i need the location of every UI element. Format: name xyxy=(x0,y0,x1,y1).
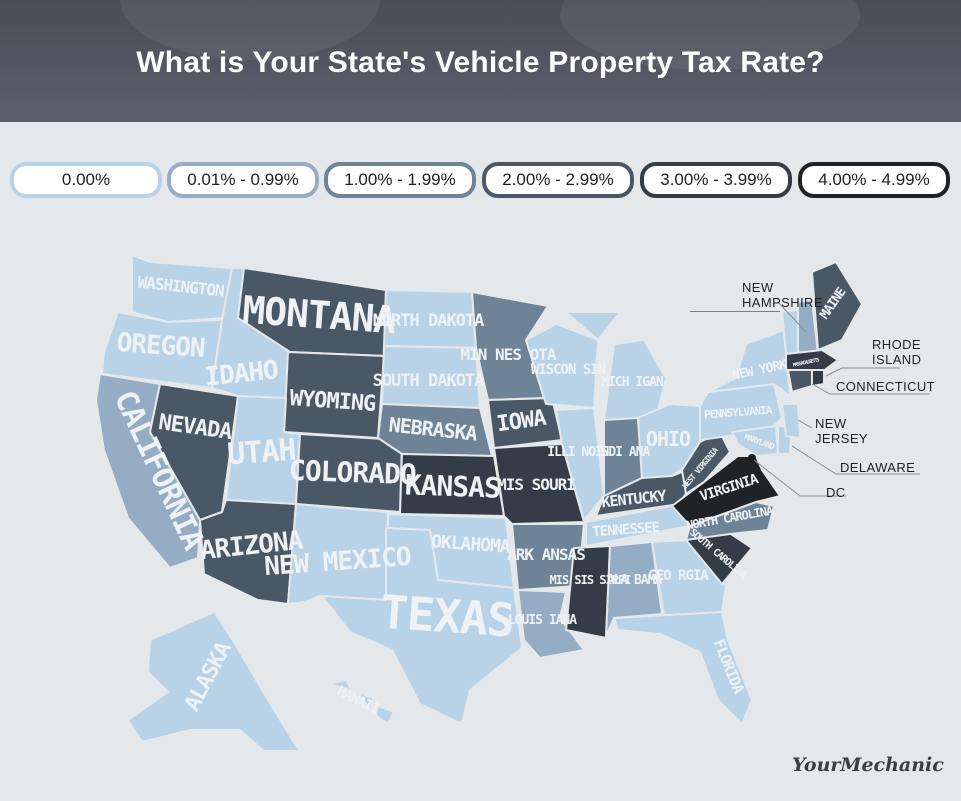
state-virginia xyxy=(671,455,781,527)
state-maine xyxy=(811,261,863,351)
label-hawaii: HAWAII xyxy=(334,683,382,717)
label-louisiana: LOUIS IANA xyxy=(508,613,577,628)
brand-logo: YourMechanic xyxy=(792,754,944,776)
leader-line-nj xyxy=(797,419,813,429)
legend-label: 0.00% xyxy=(61,170,111,189)
label-montana: MONTANA xyxy=(241,288,398,343)
state-vermont xyxy=(781,309,799,355)
label-texas: TEXAS xyxy=(379,584,516,647)
leader-line-ct xyxy=(811,383,930,395)
leader-line-nh xyxy=(777,301,807,333)
state-wisconsin xyxy=(525,323,599,409)
state-maryland xyxy=(731,425,779,457)
label-missouri: MIS SOURI xyxy=(497,475,575,494)
callout-rhode-island-text: RHODE ISLAND xyxy=(872,337,922,367)
label-tennessee: TENNESSEE xyxy=(592,520,660,541)
header-banner: What is Your State's Vehicle Property Ta… xyxy=(0,0,961,122)
state-georgia xyxy=(651,539,727,617)
label-indiana: INDI ANA xyxy=(595,445,651,460)
callout-rhode-island: RHODE ISLAND xyxy=(872,337,932,367)
callout-new-hampshire: NEW HAMPSHIRE xyxy=(742,280,823,310)
label-pennsylvania: PENNSYLVANIA xyxy=(704,404,774,422)
callout-dc-text: DC xyxy=(826,485,846,500)
legend-item-3: 2.00% - 2.99% xyxy=(482,162,634,198)
state-florida xyxy=(613,611,753,725)
state-hawaii xyxy=(327,679,395,725)
legend-item-0: 0.00% xyxy=(10,162,162,198)
state-massachusetts xyxy=(785,349,839,373)
label-utah: UTAH xyxy=(226,433,297,473)
label-north_dakota: NORTH DAKOTA xyxy=(373,311,485,331)
legend-label: 3.00% - 3.99% xyxy=(660,170,772,189)
state-texas xyxy=(321,527,523,725)
callout-dc: DC xyxy=(826,485,846,500)
legend-item-2: 1.00% - 1.99% xyxy=(324,162,476,198)
legend-item-5: 4.00% - 4.99% xyxy=(798,162,950,198)
leader-line-ri xyxy=(825,367,900,377)
callout-connecticut-text: CONNECTICUT xyxy=(836,379,936,394)
callout-connecticut: CONNECTICUT xyxy=(836,379,935,394)
label-wisconsin: WISCON SIN xyxy=(531,362,606,378)
label-alabama: ALA BAMA xyxy=(607,573,663,588)
state-mississippi xyxy=(565,545,611,639)
label-mississippi: MIS SIS SIPPI xyxy=(550,573,632,587)
callout-underline xyxy=(690,311,780,312)
state-connecticut xyxy=(787,369,813,393)
callout-new-jersey-text: NEW JERSEY xyxy=(815,416,868,446)
label-michigan: MICH IGAN xyxy=(601,375,664,390)
label-illinois: ILLI NOIS xyxy=(547,445,610,460)
label-minnesota: MIN NES OTA xyxy=(461,345,557,364)
label-georgia: GEO RGIA xyxy=(648,568,709,584)
page-title: What is Your State's Vehicle Property Ta… xyxy=(136,46,825,79)
leader-line-de xyxy=(791,445,920,475)
label-oregon: OREGON xyxy=(116,328,206,364)
label-wyoming: WYOMING xyxy=(289,386,377,417)
state-alaska xyxy=(127,611,300,750)
legend-item-4: 3.00% - 3.99% xyxy=(640,162,792,198)
callout-delaware: DELAWARE xyxy=(840,460,915,475)
legend-label: 0.01% - 0.99% xyxy=(187,170,299,189)
state-west_virginia xyxy=(681,431,731,495)
label-south_dakota: SOUTH DAKOTA xyxy=(373,371,485,391)
state-michigan xyxy=(565,311,667,421)
label-colorado: COLORADO xyxy=(288,454,416,491)
callout-delaware-text: DELAWARE xyxy=(840,460,916,475)
legend-label: 4.00% - 4.99% xyxy=(818,170,930,189)
leader-line-dc xyxy=(753,459,846,497)
legend-item-1: 0.01% - 0.99% xyxy=(167,162,319,198)
legend-label: 2.00% - 2.99% xyxy=(502,170,614,189)
state-new_jersey xyxy=(781,403,801,439)
us-map: WASHINGTON OREGON CALIFORNIA NEVADA IDAH… xyxy=(95,254,930,750)
legend-label: 1.00% - 1.99% xyxy=(344,170,456,189)
state-louisiana xyxy=(517,589,585,659)
label-kansas: KANSAS xyxy=(404,468,500,504)
state-illinois xyxy=(555,407,605,521)
legend: 0.00% 0.01% - 0.99% 1.00% - 1.99% 2.00% … xyxy=(0,162,961,198)
label-arkansas: ARK ANSAS xyxy=(507,545,585,564)
label-ohio: OHIO xyxy=(646,427,691,451)
callout-new-jersey: NEW JERSEY xyxy=(815,416,875,446)
callout-new-hampshire-text: NEW HAMPSHIRE xyxy=(742,280,823,310)
label-massachusetts: MASSACHUSETTS xyxy=(792,357,820,369)
state-rhode_island xyxy=(811,369,825,387)
state-new_mexico xyxy=(287,503,389,605)
